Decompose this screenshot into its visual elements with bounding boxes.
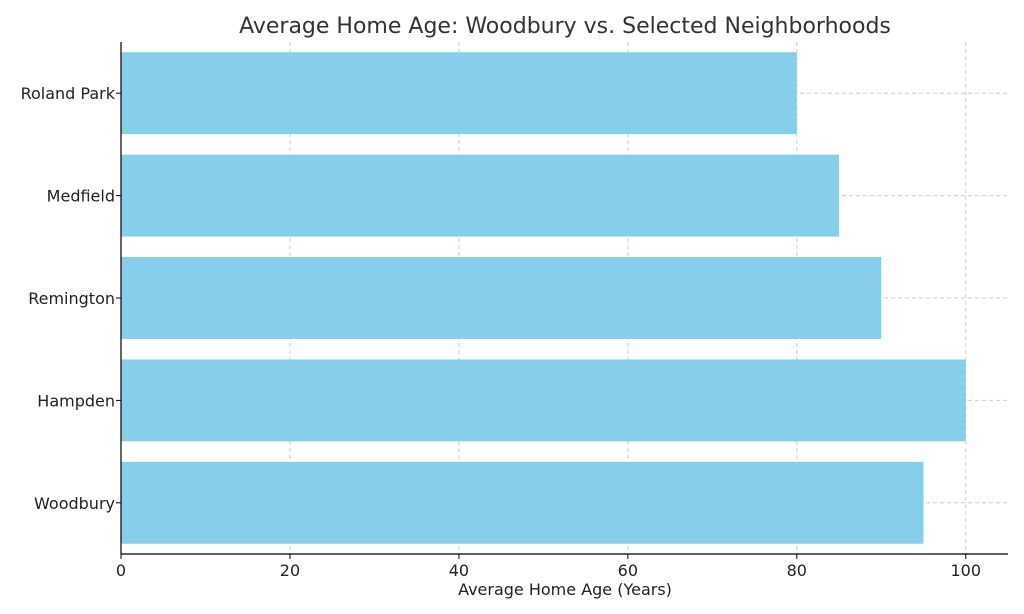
y-tick-label-0: Woodbury: [34, 494, 115, 513]
bar-medfield: [121, 154, 840, 237]
bar-remington: [121, 257, 882, 339]
y-tick-labels: Woodbury Hampden Remington Medfield Roland P…: [21, 84, 121, 513]
x-tick-label-2: 40: [449, 561, 469, 580]
bar-roland-park: [121, 52, 797, 135]
chart-title: Average Home Age: Woodbury vs. Selected …: [239, 14, 891, 39]
x-tick-label-1: 20: [280, 561, 300, 580]
x-tick-label-0: 0: [116, 561, 126, 580]
y-tick-label-2: Remington: [28, 289, 115, 308]
x-tick-label-3: 60: [618, 561, 638, 580]
x-axis-label: Average Home Age (Years): [458, 580, 672, 599]
x-tick-label-5: 100: [950, 561, 981, 580]
bar-hampden: [121, 359, 966, 442]
y-tick-label-1: Hampden: [37, 391, 115, 410]
bars: [121, 52, 966, 544]
x-tick-label-4: 80: [787, 561, 807, 580]
bar-woodbury: [121, 461, 924, 544]
x-tick-labels: 0 20 40 60 80 100: [116, 554, 981, 580]
y-tick-label-3: Medfield: [47, 187, 115, 206]
y-tick-label-4: Roland Park: [21, 84, 116, 103]
